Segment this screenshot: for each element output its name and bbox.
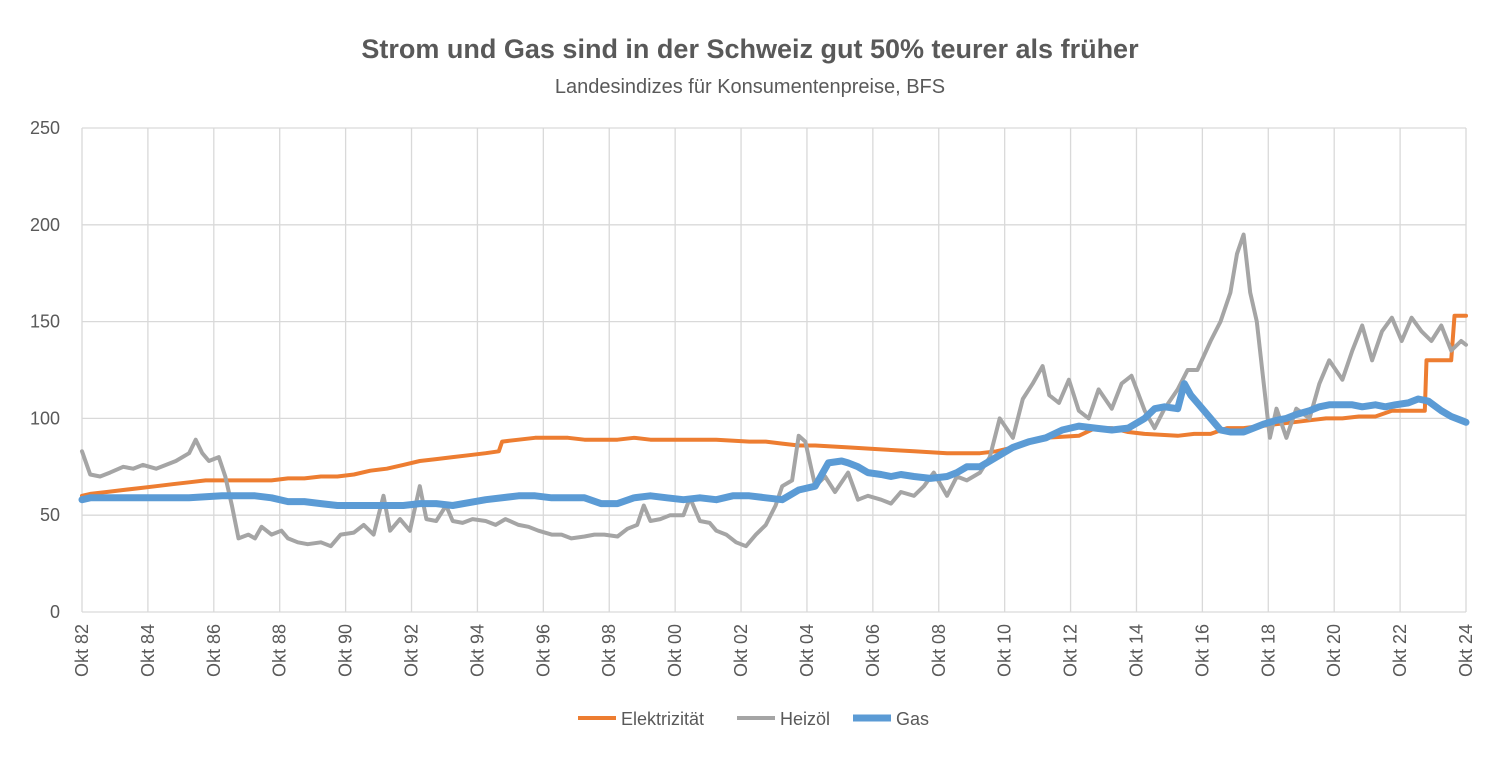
x-tick-label: Okt 00 [665, 624, 685, 677]
x-tick-label: Okt 86 [204, 624, 224, 677]
x-tick-label: Okt 92 [402, 624, 422, 677]
x-tick-label: Okt 96 [533, 624, 553, 677]
y-tick-label: 200 [30, 215, 60, 235]
series-line-gas [78, 380, 1470, 509]
y-tick-label: 150 [30, 312, 60, 332]
x-tick-label: Okt 22 [1390, 624, 1410, 677]
chart-subtitle: Landesindizes für Konsumentenpreise, BFS [555, 76, 945, 98]
legend-label: Heizöl [780, 709, 830, 729]
legend-label: Gas [896, 709, 929, 729]
x-tick-label: Okt 08 [929, 624, 949, 677]
legend-label: Elektrizität [621, 709, 704, 729]
tick-layer: 0 50 100 150 200 250 Okt 82 Okt 84 Okt 86 Okt 88 O… [30, 118, 1476, 677]
x-tick-label: Okt 16 [1192, 624, 1212, 677]
x-tick-label: Okt 88 [270, 624, 290, 677]
x-tick-label: Okt 20 [1324, 624, 1344, 677]
x-tick-label: Okt 94 [467, 624, 487, 677]
x-tick-label: Okt 82 [72, 624, 92, 677]
x-tick-label: Okt 02 [731, 624, 751, 677]
x-tick-label: Okt 06 [863, 624, 883, 677]
series-layer [78, 232, 1470, 549]
series-line-heizöl [80, 232, 1468, 549]
legend: Elektrizität Heizöl Gas [578, 709, 929, 729]
x-tick-label: Okt 12 [1061, 624, 1081, 677]
x-tick-label: Okt 14 [1126, 624, 1146, 677]
y-tick-label: 250 [30, 118, 60, 138]
x-tick-label: Okt 98 [599, 624, 619, 677]
x-tick-label: Okt 90 [336, 624, 356, 677]
x-tick-label: Okt 84 [138, 624, 158, 677]
x-tick-label: Okt 24 [1456, 624, 1476, 677]
x-tick-label: Okt 18 [1258, 624, 1278, 677]
x-tick-label: Okt 04 [797, 624, 817, 677]
y-tick-label: 50 [40, 505, 60, 525]
chart-title: Strom und Gas sind in der Schweiz gut 50… [361, 34, 1139, 64]
y-tick-label: 100 [30, 408, 60, 428]
y-tick-label: 0 [50, 602, 60, 622]
x-tick-label: Okt 10 [995, 624, 1015, 677]
